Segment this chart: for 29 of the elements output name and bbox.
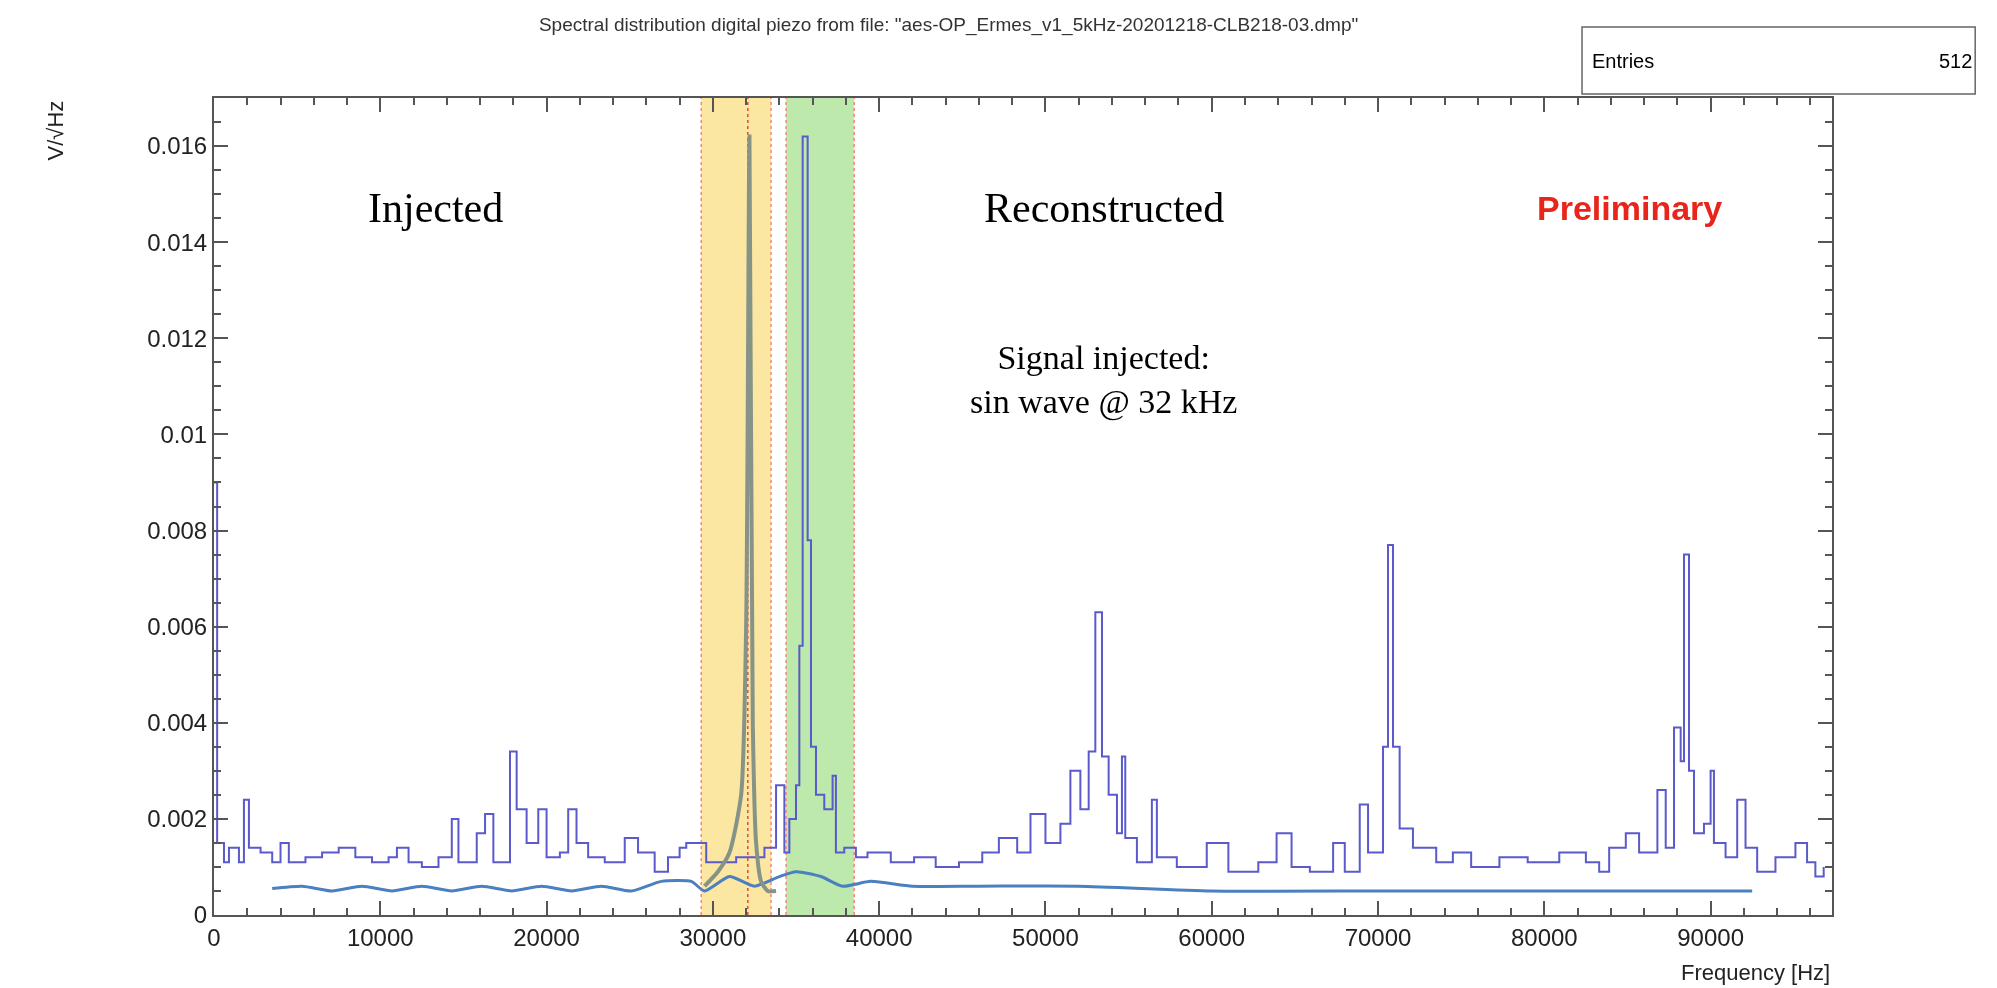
x-tick-label: 50000 bbox=[1012, 923, 1079, 951]
y-tick-label: 0.012 bbox=[147, 324, 208, 352]
annotation: Preliminary bbox=[1537, 189, 1723, 227]
x-tick-label: 10000 bbox=[346, 923, 414, 951]
text: 512 bbox=[1939, 50, 1973, 72]
x-tick-label: 30000 bbox=[679, 923, 747, 951]
x-tick-label: 60000 bbox=[1178, 923, 1246, 951]
x-tick-label: 40000 bbox=[845, 923, 913, 951]
line-series bbox=[270, 870, 1754, 893]
annotation: Injected bbox=[368, 185, 504, 231]
y-tick-label: 0.002 bbox=[147, 805, 208, 833]
y-tick-label: 0.016 bbox=[147, 132, 208, 160]
line-series bbox=[702, 134, 779, 893]
x-axis-title: Frequency [Hz] bbox=[1681, 960, 1831, 985]
x-tick-label: 70000 bbox=[1344, 923, 1412, 951]
y-tick-label: 0 bbox=[193, 901, 208, 929]
y-tick-label: 0.006 bbox=[147, 613, 208, 641]
chart-title: Spectral distribution digital piezo from file: "aes-OP_Ermes_v1_5kHz-20201218-CLB218-03.dmp" bbox=[538, 14, 1359, 37]
annotation: Signal injected: sin wave @ 32 kHz bbox=[970, 339, 1238, 422]
y-tick-label: 0.008 bbox=[147, 516, 208, 544]
x-tick-label: 80000 bbox=[1510, 923, 1578, 951]
text: Entries bbox=[1592, 50, 1655, 72]
x-tick-label: 20000 bbox=[513, 923, 580, 951]
y-tick-label: 0.004 bbox=[147, 709, 208, 737]
x-tick-label: 90000 bbox=[1677, 923, 1744, 951]
annotation: Reconstructed bbox=[984, 185, 1225, 231]
y-tick-label: 0.014 bbox=[147, 228, 208, 256]
y-tick-label: 0.01 bbox=[160, 420, 208, 448]
y-axis-title: V/√Hz bbox=[43, 100, 69, 161]
